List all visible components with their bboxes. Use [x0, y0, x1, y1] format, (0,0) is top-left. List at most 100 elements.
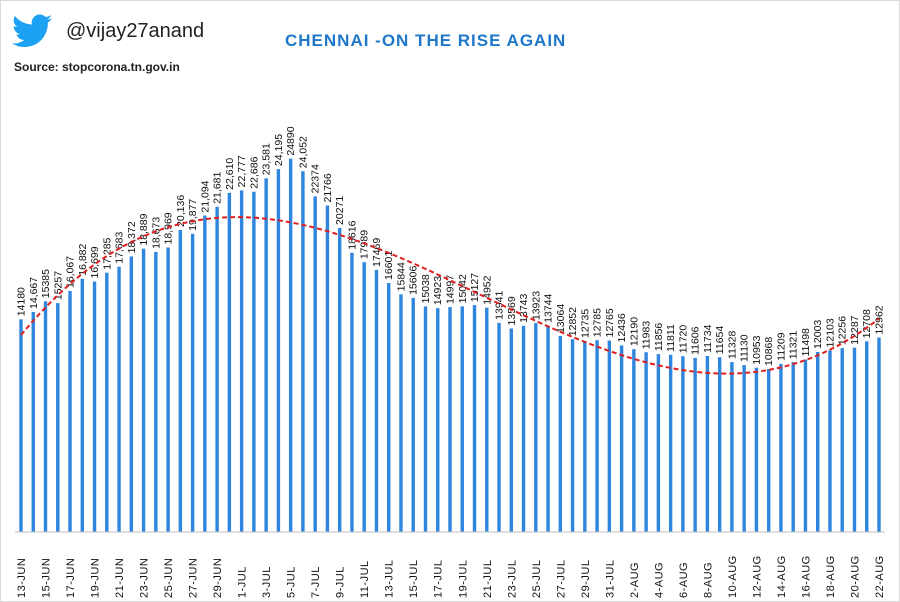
- x-tick-label: 9-JUL: [335, 566, 347, 598]
- bar-29-JUN: [215, 206, 219, 532]
- value-label: 12103: [824, 318, 836, 347]
- x-tick-label: 12-AUG: [751, 555, 763, 598]
- value-label: 12256: [837, 316, 849, 345]
- bar-27-JUL: [558, 336, 563, 532]
- value-label: 20271: [334, 196, 346, 225]
- value-label: 14952: [481, 275, 493, 304]
- bar-13-JUN: [19, 319, 23, 532]
- bar-25-JUL: [534, 323, 538, 532]
- bar-10-JUL: [350, 252, 354, 532]
- value-label: 18,969: [163, 212, 175, 244]
- bar-2-JUL: [252, 191, 256, 532]
- x-tick-label: 16-AUG: [800, 555, 812, 598]
- x-tick-label: 5-JUL: [286, 566, 298, 598]
- x-tick-label: 23-JUL: [506, 560, 518, 598]
- bar-15-JUN: [43, 301, 48, 532]
- value-label: 20,136: [175, 195, 187, 227]
- value-label: 22374: [310, 164, 322, 193]
- twitter-bird-icon: [12, 14, 52, 47]
- value-label: 22,777: [236, 155, 248, 187]
- value-label: 10868: [763, 337, 775, 366]
- value-label: 12765: [604, 308, 616, 337]
- bar-15-JUL: [411, 297, 415, 532]
- value-label: 14180: [16, 287, 28, 316]
- bar-21-JUL: [485, 307, 489, 532]
- bar-12-JUL: [374, 269, 379, 532]
- value-label: 18,372: [126, 221, 138, 253]
- value-label: 16,067: [65, 256, 77, 288]
- value-label: 16601: [383, 251, 395, 280]
- bar-29-JUL: [583, 340, 587, 532]
- bar-22-AUG: [877, 337, 881, 532]
- x-tick-label: 8-AUG: [702, 562, 714, 598]
- value-label: 12003: [812, 320, 824, 349]
- bar-14-AUG: [779, 363, 783, 532]
- value-label: 12708: [861, 309, 873, 338]
- x-tick-label: 27-JUL: [555, 560, 567, 598]
- chart-title: CHENNAI -ON THE RISE AGAIN: [285, 31, 567, 50]
- x-tick-label: 27-JUN: [188, 558, 200, 598]
- x-tick-labels-group: 13-JUN 15-JUN 17-JUN 19-JUN 21-JUN 23-JUN 25-J…: [16, 555, 886, 598]
- x-tick-label: 29-JUN: [212, 558, 224, 598]
- value-label: 11654: [714, 326, 726, 355]
- value-label: 12190: [628, 317, 640, 346]
- value-label: 21766: [322, 173, 334, 202]
- value-label: 15038: [420, 274, 432, 303]
- value-label: 24,052: [297, 136, 309, 168]
- value-label: 13743: [518, 294, 530, 323]
- value-label: 16,882: [77, 243, 89, 275]
- bar-22-JUN: [129, 256, 134, 532]
- bar-8-JUL: [325, 205, 330, 532]
- x-tick-label: 22-AUG: [874, 555, 886, 598]
- value-label: 13923: [530, 291, 542, 320]
- value-label: 17,285: [101, 237, 113, 269]
- value-label: 12735: [579, 309, 591, 338]
- value-label: 10953: [751, 335, 763, 364]
- twitter-handle: @vijay27anand: [66, 20, 205, 42]
- bar-19-JUN: [92, 281, 97, 532]
- x-tick-label: 4-AUG: [653, 562, 665, 598]
- bar-13-JUL: [387, 282, 391, 532]
- value-label: 11209: [775, 332, 787, 361]
- x-tick-label: 19-JUN: [90, 558, 102, 598]
- x-tick-label: 2-AUG: [629, 562, 641, 598]
- value-label: 11498: [800, 328, 812, 357]
- bar-13-AUG: [766, 368, 771, 532]
- x-tick-label: 6-AUG: [678, 562, 690, 598]
- x-tick-label: 17-JUL: [433, 560, 445, 598]
- bar-4-JUL: [276, 169, 281, 532]
- x-tick-label: 20-AUG: [849, 555, 861, 598]
- value-label: 18,673: [150, 217, 162, 249]
- x-tick-label: 15-JUN: [41, 558, 53, 598]
- bar-5-JUL: [288, 158, 293, 532]
- bar-6-JUL: [301, 171, 305, 532]
- value-label: 12785: [592, 308, 604, 337]
- value-label: 11321: [788, 331, 800, 360]
- value-label: 15257: [52, 271, 64, 300]
- value-label: 12962: [874, 305, 886, 334]
- bar-24-JUN: [154, 251, 158, 532]
- bar-30-JUL: [595, 340, 599, 532]
- x-tick-label: 7-JUL: [310, 566, 322, 598]
- bar-14-JUN: [31, 312, 35, 532]
- x-tick-label: 25-JUL: [531, 560, 543, 598]
- bar-24-JUL: [521, 325, 526, 532]
- value-label: 11734: [702, 324, 714, 353]
- bar-23-JUN: [141, 248, 146, 532]
- bar-16-AUG: [803, 359, 808, 532]
- x-tick-label: 1-JUL: [237, 566, 249, 598]
- x-tick-label: 3-JUL: [261, 566, 273, 598]
- bar-12-AUG: [754, 367, 759, 532]
- value-label: 12287: [849, 315, 861, 344]
- bar-31-JUL: [607, 340, 612, 532]
- value-label: 15606: [408, 266, 420, 295]
- value-label: 19,877: [187, 199, 199, 231]
- bar-16-JUN: [56, 303, 60, 532]
- x-tick-label: 10-AUG: [727, 555, 739, 598]
- trend-line: [20, 216, 880, 375]
- bar-2-AUG: [632, 349, 636, 532]
- x-tick-label: 21-JUL: [482, 560, 494, 598]
- bar-21-AUG: [865, 341, 869, 532]
- bar-6-AUG: [681, 356, 685, 532]
- x-tick-label: 17-JUN: [65, 558, 77, 598]
